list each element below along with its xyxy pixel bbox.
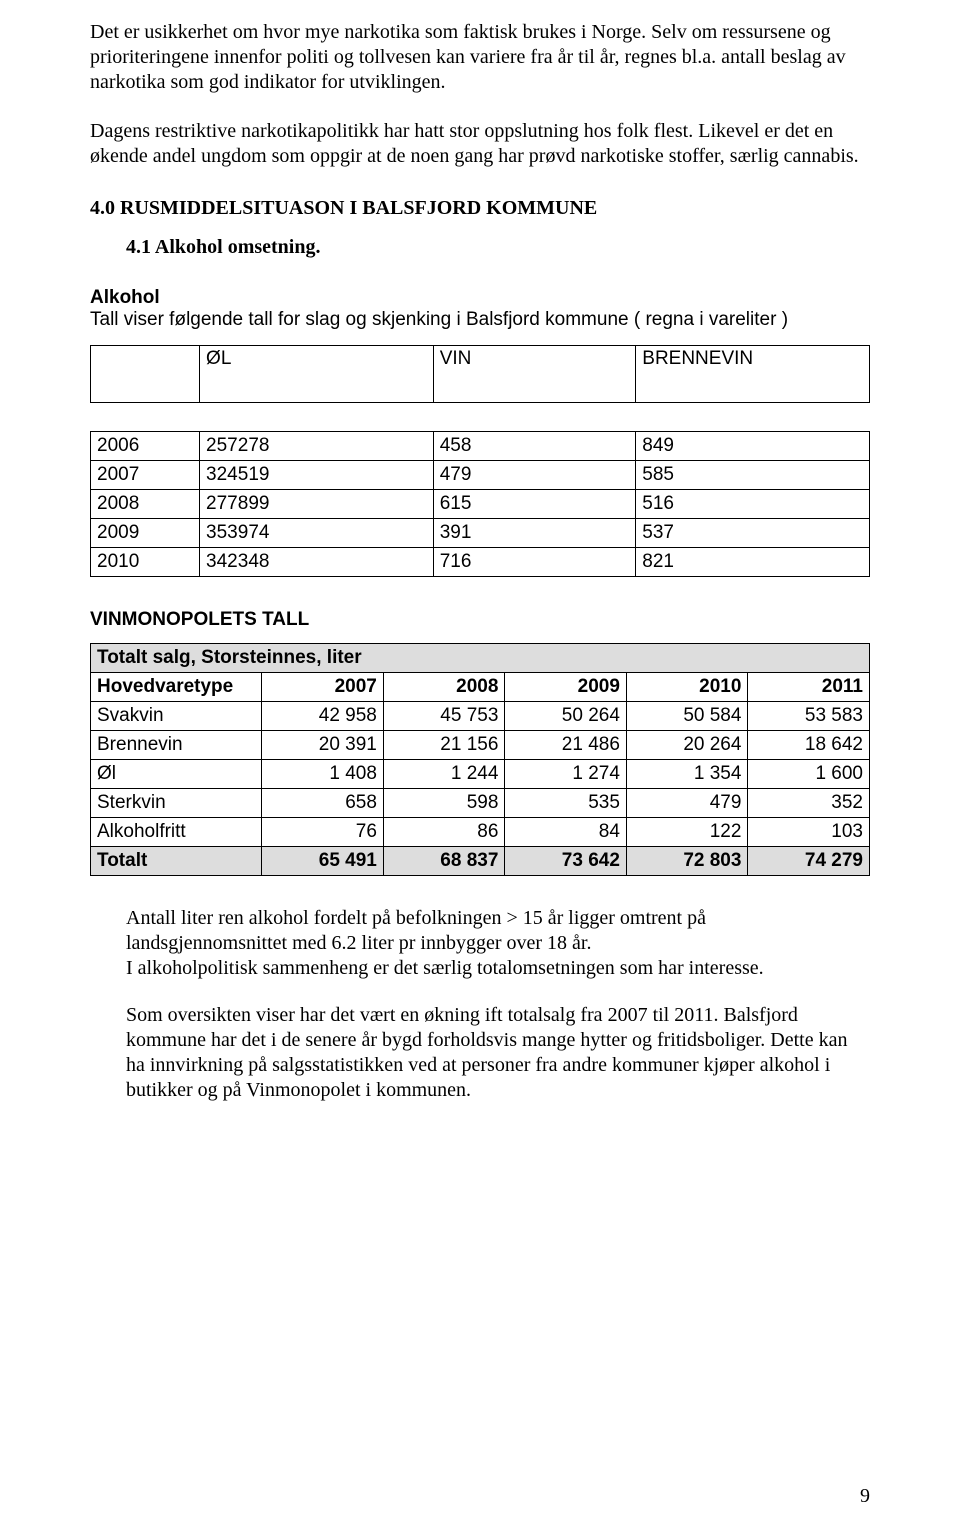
table-header-cell: 2007 — [262, 673, 384, 702]
table-cell: Totalt — [91, 847, 262, 876]
alkohol-label: Alkohol — [90, 287, 870, 309]
section-heading: 4.0 RUSMIDDELSITUASON I BALSFJORD KOMMUN… — [90, 197, 870, 220]
table-cell: 849 — [636, 432, 870, 461]
table-cell: 324519 — [200, 461, 434, 490]
table-cell: 658 — [262, 789, 384, 818]
table-cell: 1 408 — [262, 760, 384, 789]
table-cell: 74 279 — [748, 847, 870, 876]
table-cell: 20 264 — [626, 731, 748, 760]
table-cell: 821 — [636, 548, 870, 577]
page-number: 9 — [860, 1485, 870, 1508]
document-page: Det er usikkerhet om hvor mye narkotika … — [0, 0, 960, 1524]
table-header-cell: ØL — [200, 346, 434, 403]
table-row: Sterkvin658598535479352 — [91, 789, 870, 818]
table-cell: 257278 — [200, 432, 434, 461]
table-cell: 1 354 — [626, 760, 748, 789]
table-cell: 277899 — [200, 490, 434, 519]
table-row: Øl1 4081 2441 2741 3541 600 — [91, 760, 870, 789]
vinmonopolet-heading: VINMONOPOLETS TALL — [90, 609, 870, 631]
table-vinmonopolet: Totalt salg, Storsteinnes, literHovedvar… — [90, 643, 870, 876]
table-row: 2006257278458849 — [91, 432, 870, 461]
table-spacer — [91, 403, 870, 432]
table-header-cell: VIN — [433, 346, 636, 403]
table-cell: 537 — [636, 519, 870, 548]
table-cell: 342348 — [200, 548, 434, 577]
table-cell: Øl — [91, 760, 262, 789]
table-total-row: Totalt65 49168 83773 64272 80374 279 — [91, 847, 870, 876]
table-alkohol: ØLVINBRENNEVIN20062572784588492007324519… — [90, 345, 870, 577]
table-cell: 2007 — [91, 461, 200, 490]
table-cell: 20 391 — [262, 731, 384, 760]
table-cell: 103 — [748, 818, 870, 847]
table-cell: 716 — [433, 548, 636, 577]
paragraph-1: Det er usikkerhet om hvor mye narkotika … — [90, 20, 870, 95]
table-header-cell: 2008 — [383, 673, 505, 702]
table-cell: 2010 — [91, 548, 200, 577]
table-header-cell — [91, 346, 200, 403]
table-cell: 21 486 — [505, 731, 627, 760]
table-cell: 1 244 — [383, 760, 505, 789]
paragraph-3: Antall liter ren alkohol fordelt på befo… — [126, 906, 870, 981]
table-cell: 598 — [383, 789, 505, 818]
table-cell: 18 642 — [748, 731, 870, 760]
table-row: 2009353974391537 — [91, 519, 870, 548]
table-row: 2008277899615516 — [91, 490, 870, 519]
table-header-cell: Hovedvaretype — [91, 673, 262, 702]
table-cell: 2006 — [91, 432, 200, 461]
table-cell: 122 — [626, 818, 748, 847]
table-cell: 50 264 — [505, 702, 627, 731]
table-cell: 391 — [433, 519, 636, 548]
table-cell: 42 958 — [262, 702, 384, 731]
table-cell: 86 — [383, 818, 505, 847]
table-cell: 479 — [433, 461, 636, 490]
table-title: Totalt salg, Storsteinnes, liter — [91, 644, 870, 673]
table-cell: Sterkvin — [91, 789, 262, 818]
table-row: Svakvin42 95845 75350 26450 58453 583 — [91, 702, 870, 731]
table-header-cell: 2011 — [748, 673, 870, 702]
table-cell: 76 — [262, 818, 384, 847]
table-cell: Brennevin — [91, 731, 262, 760]
table-cell: 72 803 — [626, 847, 748, 876]
closing-block: Antall liter ren alkohol fordelt på befo… — [126, 906, 870, 1103]
table-cell: Svakvin — [91, 702, 262, 731]
table-cell: 73 642 — [505, 847, 627, 876]
paragraph-5: Som oversikten viser har det vært en økn… — [126, 1003, 870, 1103]
table-cell: 1 600 — [748, 760, 870, 789]
table-cell: 65 491 — [262, 847, 384, 876]
table-row: 2010342348716821 — [91, 548, 870, 577]
table-cell: 2009 — [91, 519, 200, 548]
table-cell: 21 156 — [383, 731, 505, 760]
paragraph-2: Dagens restriktive narkotikapolitikk har… — [90, 119, 870, 169]
table-cell: 458 — [433, 432, 636, 461]
table-cell: 53 583 — [748, 702, 870, 731]
table-header-cell: 2010 — [626, 673, 748, 702]
table-cell: 45 753 — [383, 702, 505, 731]
table-row: 2007324519479585 — [91, 461, 870, 490]
table-cell: 585 — [636, 461, 870, 490]
table-cell: 50 584 — [626, 702, 748, 731]
table-header-cell: BRENNEVIN — [636, 346, 870, 403]
table-cell: 352 — [748, 789, 870, 818]
table-cell: 2008 — [91, 490, 200, 519]
alkohol-sub: Tall viser følgende tall for slag og skj… — [90, 309, 870, 331]
table-row: Alkoholfritt768684122103 — [91, 818, 870, 847]
table-cell: 615 — [433, 490, 636, 519]
table-cell: 84 — [505, 818, 627, 847]
table-cell: 479 — [626, 789, 748, 818]
table-cell: 516 — [636, 490, 870, 519]
table-cell: Alkoholfritt — [91, 818, 262, 847]
table-cell: 535 — [505, 789, 627, 818]
subsection-heading: 4.1 Alkohol omsetning. — [126, 236, 870, 259]
table-cell: 353974 — [200, 519, 434, 548]
table-cell: 1 274 — [505, 760, 627, 789]
table-cell: 68 837 — [383, 847, 505, 876]
table-header-cell: 2009 — [505, 673, 627, 702]
table-row: Brennevin20 39121 15621 48620 26418 642 — [91, 731, 870, 760]
